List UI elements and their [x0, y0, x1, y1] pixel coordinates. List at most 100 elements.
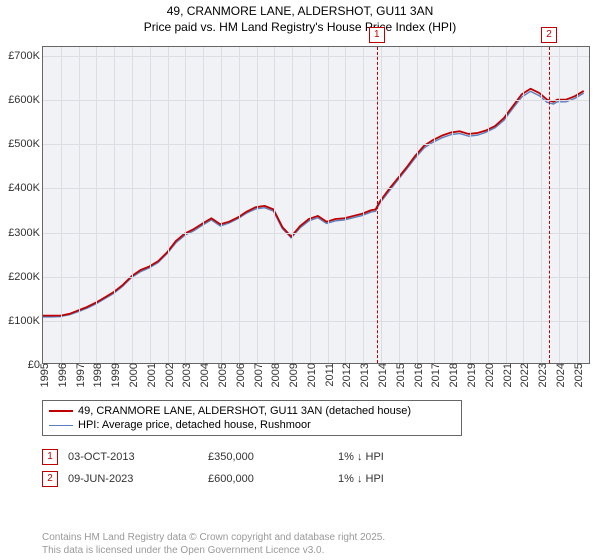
x-gridline — [221, 47, 222, 363]
legend-swatch — [49, 410, 73, 412]
transaction-marker-line — [549, 47, 550, 363]
x-gridline — [292, 47, 293, 363]
x-gridline — [79, 47, 80, 363]
legend: 49, CRANMORE LANE, ALDERSHOT, GU11 3AN (… — [42, 400, 462, 436]
legend-label: 49, CRANMORE LANE, ALDERSHOT, GU11 3AN (… — [78, 405, 411, 417]
y-tick-label: £200K — [8, 271, 43, 283]
x-tick-label: 2001 — [142, 363, 158, 387]
x-tick-label: 2025 — [569, 363, 585, 387]
x-tick-label: 2000 — [124, 363, 140, 387]
x-tick-label: 2017 — [426, 363, 442, 387]
y-gridline — [43, 144, 589, 145]
x-gridline — [417, 47, 418, 363]
chart-svg — [43, 47, 589, 363]
page-subtitle: Price paid vs. HM Land Registry's House … — [0, 20, 600, 36]
x-tick-label: 2015 — [391, 363, 407, 387]
legend-item: 49, CRANMORE LANE, ALDERSHOT, GU11 3AN (… — [49, 404, 455, 418]
page-title: 49, CRANMORE LANE, ALDERSHOT, GU11 3AN — [0, 4, 600, 20]
attribution-line: Contains HM Land Registry data © Crown c… — [42, 532, 385, 545]
x-gridline — [310, 47, 311, 363]
x-tick-label: 2009 — [284, 363, 300, 387]
x-gridline — [363, 47, 364, 363]
x-gridline — [434, 47, 435, 363]
x-gridline — [381, 47, 382, 363]
y-tick-label: £400K — [8, 182, 43, 194]
x-tick-label: 2008 — [266, 363, 282, 387]
y-tick-label: £700K — [8, 50, 43, 62]
transactions-table: 1 03-OCT-2013 £350,000 1% ↓ HPI 209-JUN-2023… — [42, 446, 590, 490]
attribution-line: This data is licensed under the Open Gov… — [42, 545, 385, 558]
transaction-price: £600,000 — [208, 473, 328, 485]
y-gridline — [43, 56, 589, 57]
transaction-date: 03-OCT-2013 — [68, 451, 198, 463]
x-tick-label: 2005 — [213, 363, 229, 387]
chart-plot-area: £0£100K£200K£300K£400K£500K£600K£700K199… — [42, 46, 590, 364]
x-gridline — [132, 47, 133, 363]
transaction-price: £350,000 — [208, 451, 328, 463]
x-tick-label: 1996 — [53, 363, 69, 387]
transaction-index: 1 — [42, 449, 58, 465]
y-gridline — [43, 321, 589, 322]
x-gridline — [345, 47, 346, 363]
x-tick-label: 2019 — [462, 363, 478, 387]
transaction-row: 209-JUN-2023£600,0001% ↓ HPI — [42, 468, 590, 490]
transaction-marker-label: 2 — [541, 27, 557, 43]
x-gridline — [452, 47, 453, 363]
x-tick-label: 2018 — [444, 363, 460, 387]
y-tick-label: £600K — [8, 94, 43, 106]
x-tick-label: 2004 — [195, 363, 211, 387]
x-gridline — [559, 47, 560, 363]
x-tick-label: 1995 — [35, 363, 51, 387]
x-gridline — [114, 47, 115, 363]
x-tick-label: 2014 — [373, 363, 389, 387]
x-gridline — [274, 47, 275, 363]
x-gridline — [185, 47, 186, 363]
x-tick-label: 2006 — [231, 363, 247, 387]
series-price — [43, 89, 584, 316]
x-tick-label: 2011 — [320, 363, 336, 387]
attribution: Contains HM Land Registry data © Crown c… — [42, 532, 385, 557]
x-tick-label: 2007 — [249, 363, 265, 387]
x-gridline — [168, 47, 169, 363]
x-gridline — [150, 47, 151, 363]
x-gridline — [506, 47, 507, 363]
x-gridline — [577, 47, 578, 363]
transaction-row: 1 03-OCT-2013 £350,000 1% ↓ HPI — [42, 446, 590, 468]
x-gridline — [96, 47, 97, 363]
y-gridline — [43, 277, 589, 278]
y-tick-label: £500K — [8, 138, 43, 150]
x-tick-label: 2012 — [337, 363, 353, 387]
x-gridline — [239, 47, 240, 363]
x-tick-label: 2023 — [533, 363, 549, 387]
y-tick-label: £100K — [8, 315, 43, 327]
y-gridline — [43, 188, 589, 189]
x-tick-label: 2022 — [515, 363, 531, 387]
x-tick-label: 1998 — [88, 363, 104, 387]
x-tick-label: 2003 — [177, 363, 193, 387]
x-tick-label: 2024 — [551, 363, 567, 387]
x-tick-label: 2010 — [302, 363, 318, 387]
x-tick-label: 2020 — [480, 363, 496, 387]
transaction-vs-hpi: 1% ↓ HPI — [338, 451, 590, 463]
legend-item: HPI: Average price, detached house, Rush… — [49, 418, 455, 432]
x-tick-label: 2013 — [355, 363, 371, 387]
x-gridline — [470, 47, 471, 363]
x-gridline — [257, 47, 258, 363]
x-gridline — [61, 47, 62, 363]
legend-label: HPI: Average price, detached house, Rush… — [78, 419, 311, 431]
transaction-index: 2 — [42, 471, 58, 487]
x-gridline — [203, 47, 204, 363]
transaction-marker-label: 1 — [369, 27, 385, 43]
y-gridline — [43, 233, 589, 234]
x-tick-label: 2002 — [160, 363, 176, 387]
x-gridline — [328, 47, 329, 363]
x-tick-label: 1997 — [71, 363, 87, 387]
x-tick-label: 1999 — [106, 363, 122, 387]
x-tick-label: 2021 — [498, 363, 514, 387]
x-gridline — [541, 47, 542, 363]
legend-swatch — [49, 425, 73, 426]
x-gridline — [488, 47, 489, 363]
y-gridline — [43, 100, 589, 101]
y-tick-label: £300K — [8, 227, 43, 239]
x-gridline — [399, 47, 400, 363]
